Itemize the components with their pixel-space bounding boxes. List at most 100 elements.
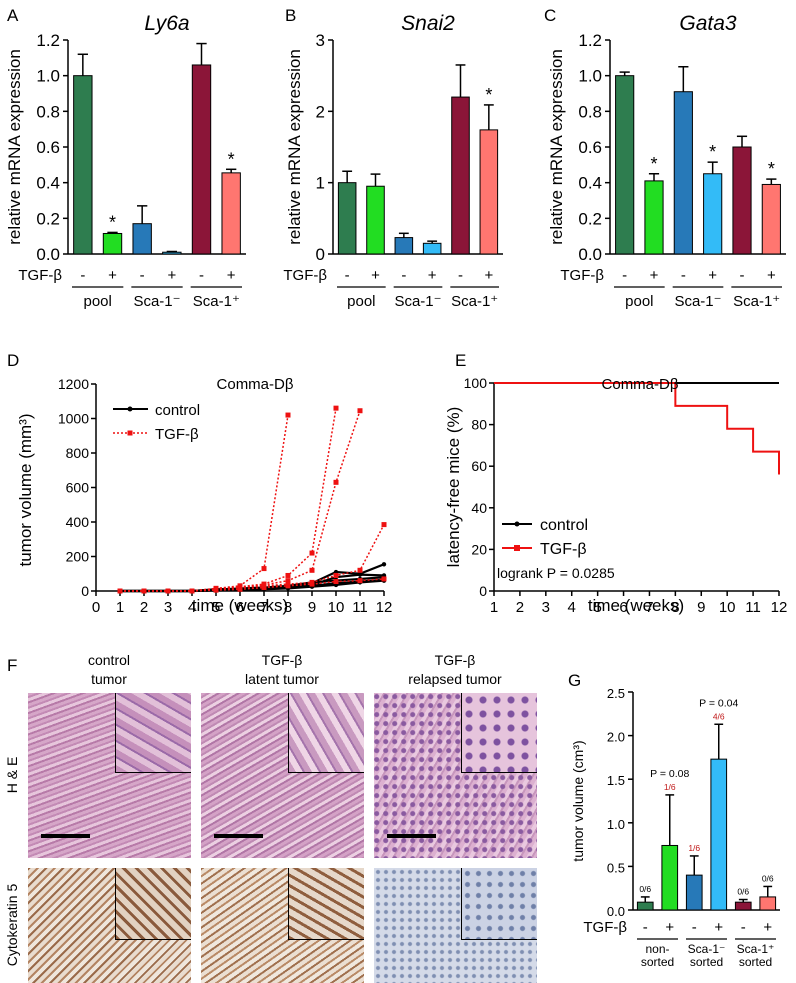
group-label: Sca-1⁻ bbox=[133, 293, 180, 310]
significance-star: * bbox=[485, 85, 492, 105]
bar bbox=[73, 75, 93, 255]
bar bbox=[644, 180, 664, 255]
count-label: 0/6 bbox=[737, 887, 749, 897]
x-tick-label: 8 bbox=[671, 599, 679, 616]
treatment-sign: - bbox=[199, 267, 204, 284]
treatment-sign: + bbox=[371, 267, 380, 284]
y-axis-label: tumor volume (mm³) bbox=[16, 413, 35, 566]
bar bbox=[366, 185, 385, 255]
group-label: sorted bbox=[739, 955, 772, 969]
tgfb-point bbox=[141, 588, 147, 594]
tgfb-point bbox=[381, 576, 387, 582]
tgfb-point bbox=[117, 588, 123, 594]
chart-title: Ly6a bbox=[144, 12, 189, 35]
bar bbox=[102, 232, 123, 255]
x-tick-label: 2 bbox=[516, 599, 524, 616]
treatment-sign: - bbox=[681, 267, 686, 284]
bar bbox=[734, 901, 752, 911]
y-tick-label: 0 bbox=[81, 583, 89, 599]
tgfb-point bbox=[213, 587, 219, 593]
treatment-sign: - bbox=[80, 267, 85, 284]
treatment-sign: + bbox=[227, 267, 236, 284]
y-tick-label: 2 bbox=[316, 102, 325, 121]
y-tick-label: 0.4 bbox=[36, 174, 60, 193]
tgfb-point bbox=[309, 567, 315, 573]
bar bbox=[710, 758, 728, 911]
micrograph-he-latent bbox=[201, 693, 364, 858]
bar bbox=[703, 173, 723, 255]
significance-star: * bbox=[650, 154, 657, 174]
micrograph-inset bbox=[461, 868, 537, 941]
y-tick-label: 200 bbox=[66, 549, 90, 565]
y-tick-label: 3 bbox=[316, 31, 325, 50]
logrank-annotation: logrank P = 0.0285 bbox=[497, 565, 615, 581]
panel-letter-g: G bbox=[568, 671, 581, 690]
y-tick-label: 0.2 bbox=[578, 209, 602, 228]
tgfb-point bbox=[261, 566, 267, 572]
treatment-sign: - bbox=[401, 267, 406, 284]
tgfb-point bbox=[285, 572, 291, 578]
panel-letter-c: C bbox=[544, 6, 556, 25]
x-tick-label: 7 bbox=[260, 599, 268, 616]
y-tick-label: 0.0 bbox=[578, 245, 602, 264]
group-label: Sca-1⁺ bbox=[451, 293, 498, 310]
significance-star: * bbox=[768, 159, 775, 179]
y-axis-label: relative mRNA expression bbox=[285, 49, 304, 245]
x-tick-label: 9 bbox=[308, 599, 316, 616]
x-tick-label: 3 bbox=[164, 599, 172, 616]
x-tick-label: 4 bbox=[188, 599, 196, 616]
y-tick-label: 0 bbox=[479, 583, 487, 599]
y-tick-label: 0 bbox=[316, 245, 325, 264]
x-tick-label: 9 bbox=[697, 599, 705, 616]
tgfb-point bbox=[357, 567, 363, 573]
tgfb-point bbox=[357, 408, 363, 414]
y-tick-label: 2.0 bbox=[607, 730, 625, 745]
legend-marker-tgfb bbox=[514, 545, 520, 551]
treatment-label: TGF-β bbox=[583, 919, 627, 936]
panel-letter-f: F bbox=[7, 656, 17, 675]
group-label: pool bbox=[347, 293, 375, 310]
micrograph-ck5-control bbox=[28, 868, 191, 983]
legend-label-control: control bbox=[155, 402, 200, 419]
panel-letter-d: D bbox=[7, 351, 19, 370]
treatment-sign: + bbox=[650, 267, 659, 284]
treatment-sign: + bbox=[708, 267, 717, 284]
y-tick-label: 20 bbox=[471, 541, 487, 557]
bar bbox=[673, 91, 693, 255]
control-point bbox=[357, 572, 363, 577]
bar bbox=[422, 242, 442, 255]
group-label: pool bbox=[83, 293, 111, 310]
micrograph-ck5-latent bbox=[201, 868, 364, 983]
y-tick-label: 0.8 bbox=[578, 102, 602, 121]
micrograph-inset bbox=[461, 693, 537, 774]
x-tick-label: 1 bbox=[490, 599, 498, 616]
group-label: Sca-1⁻ bbox=[674, 293, 721, 310]
p-value-label: P = 0.08 bbox=[650, 768, 689, 780]
legend-label-tgfb: TGF-β bbox=[540, 541, 587, 558]
micrograph-inset bbox=[288, 693, 364, 774]
micrograph-ck5-relapsed bbox=[374, 868, 537, 983]
micrograph-inset bbox=[115, 693, 191, 774]
y-tick-label: 0.8 bbox=[36, 102, 60, 121]
treatment-label: TGF-β bbox=[560, 267, 604, 284]
bar bbox=[615, 75, 635, 255]
bar bbox=[759, 896, 777, 911]
tgfb-point bbox=[189, 588, 195, 594]
tgfb-point bbox=[309, 581, 315, 587]
x-tick-label: 0 bbox=[92, 599, 100, 616]
column-title: latent tumor bbox=[245, 671, 319, 687]
bar bbox=[451, 96, 470, 255]
tgfb-point bbox=[381, 522, 387, 528]
p-value-label: P = 0.04 bbox=[699, 697, 738, 709]
y-tick-label: 80 bbox=[471, 417, 487, 433]
group-label: Sca-1⁺ bbox=[733, 293, 780, 310]
treatment-sign: - bbox=[140, 267, 145, 284]
scale-bar bbox=[387, 834, 436, 839]
panel-letter-a: A bbox=[7, 6, 19, 25]
bar bbox=[761, 183, 781, 255]
tgfb-point bbox=[333, 572, 339, 578]
significance-star: * bbox=[109, 212, 116, 232]
x-tick-label: 6 bbox=[619, 599, 627, 616]
y-tick-label: 1.2 bbox=[578, 31, 602, 50]
tgfb-point bbox=[333, 579, 339, 585]
